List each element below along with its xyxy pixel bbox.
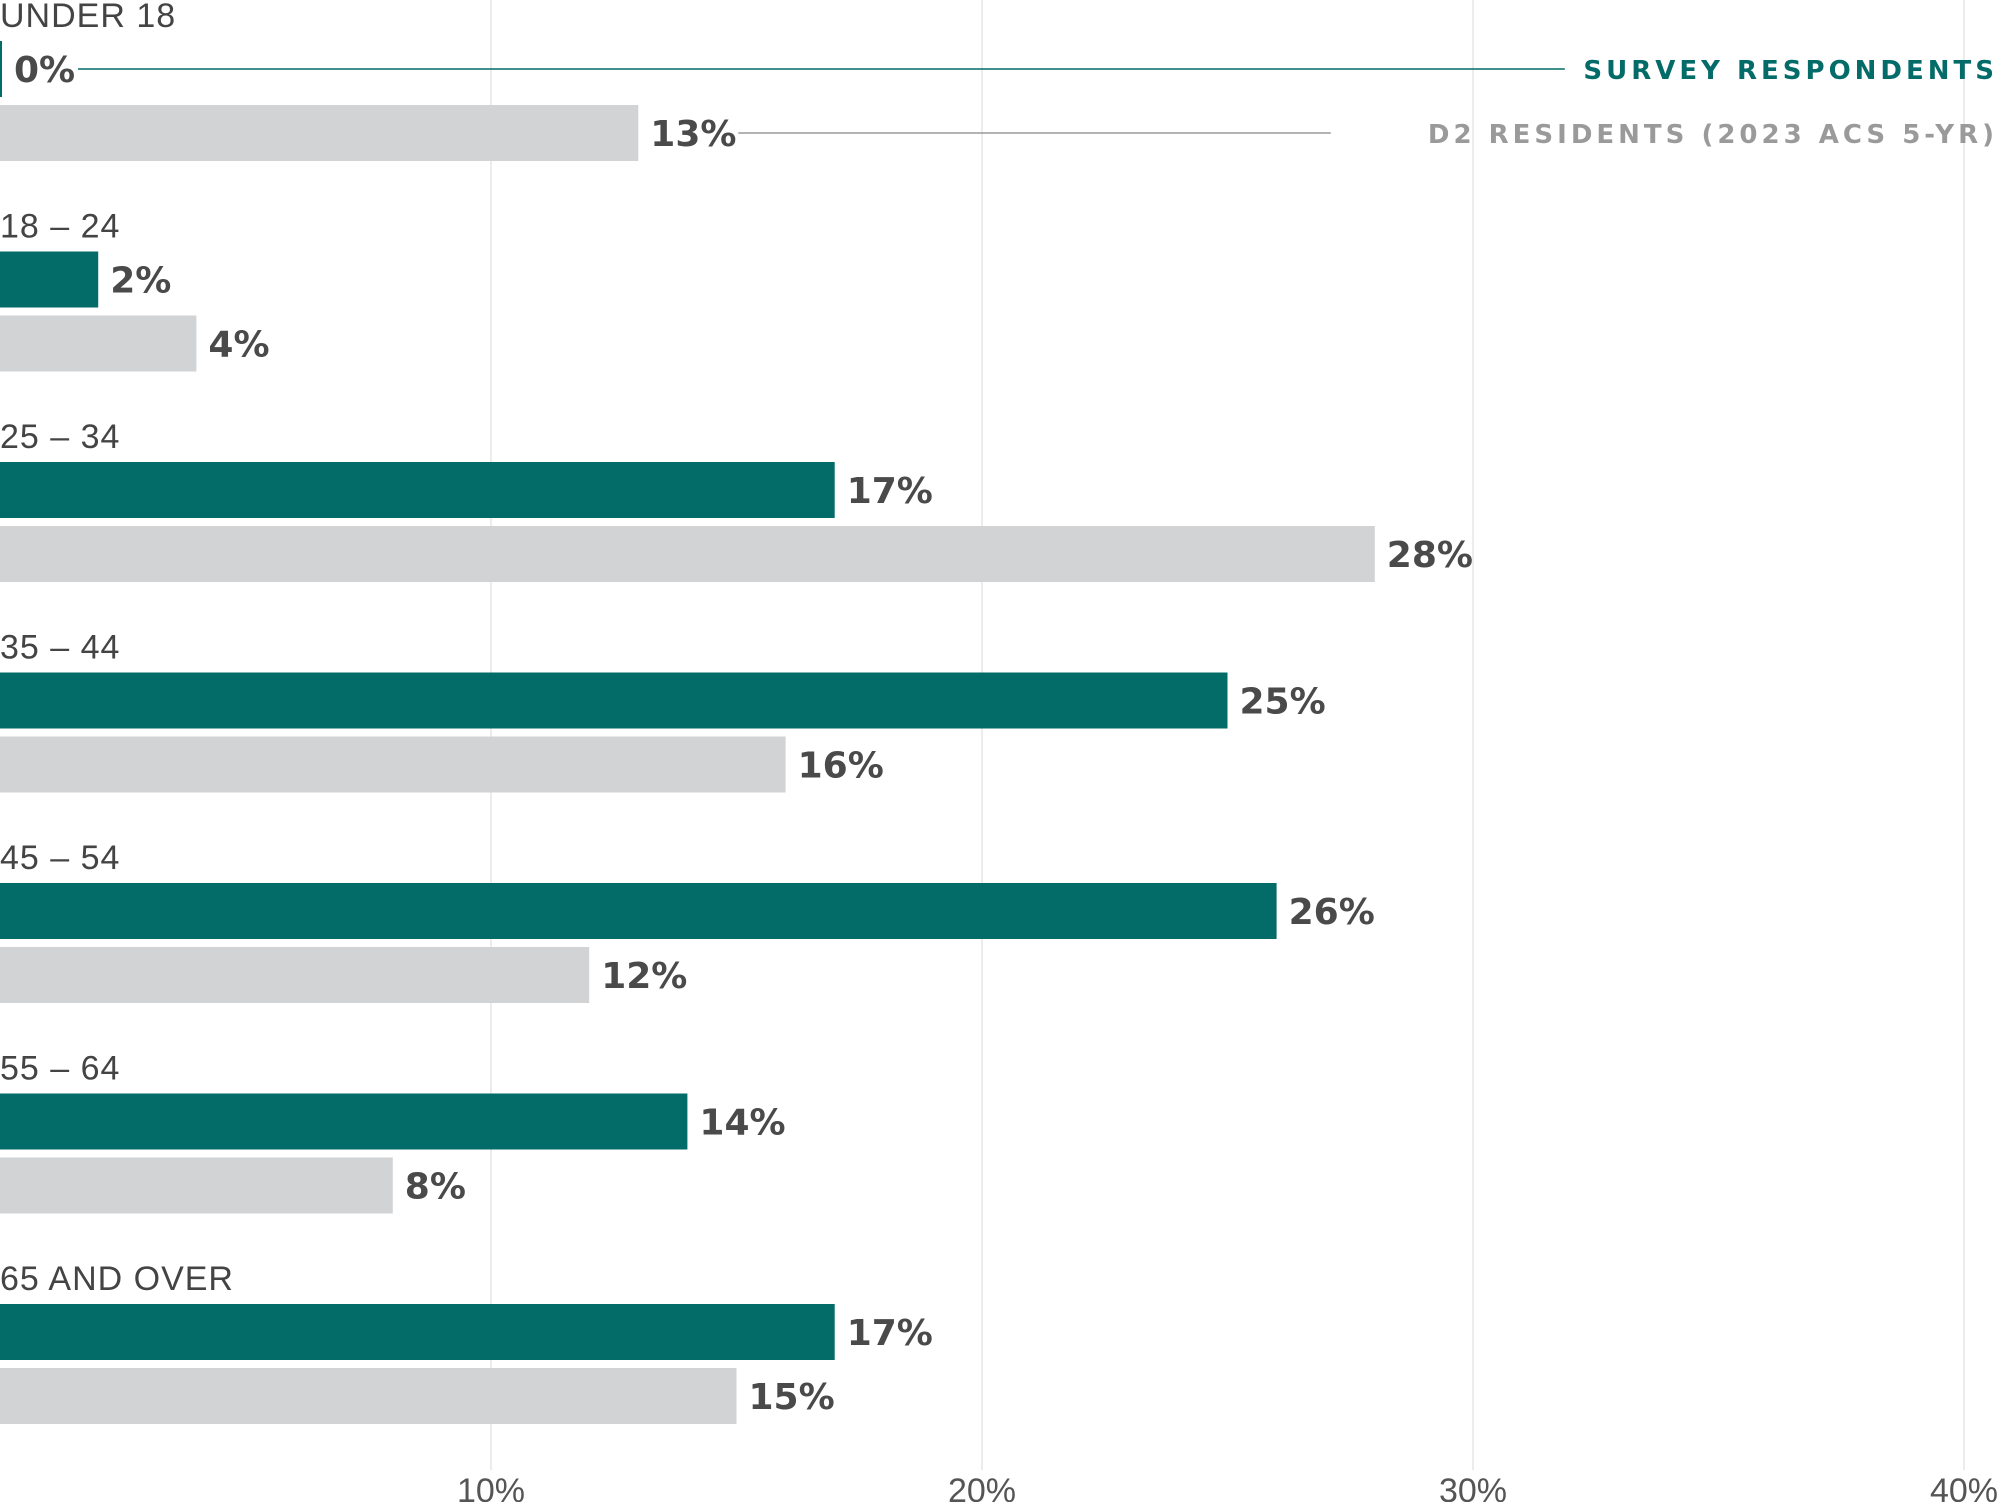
x-tick-label: 10% (457, 1472, 525, 1502)
value-label: 14% (699, 1103, 785, 1144)
x-tick-label: 20% (948, 1472, 1016, 1502)
value-label: 4% (208, 325, 269, 366)
survey-bar (0, 41, 2, 97)
value-label: 17% (847, 471, 933, 512)
survey-bar (0, 1093, 688, 1150)
value-label: 28% (1387, 535, 1473, 576)
value-label: 2% (110, 261, 171, 302)
category-label: 55 – 64 (0, 1050, 120, 1088)
value-label: 25% (1240, 682, 1326, 723)
residents-bar (0, 105, 639, 161)
survey-bar (0, 1304, 835, 1360)
value-label: 16% (798, 746, 884, 787)
residents-bar (0, 1368, 737, 1424)
residents-bar (0, 1157, 393, 1214)
value-label: 0% (14, 50, 75, 91)
category-label: 35 – 44 (0, 629, 120, 667)
residents-bar (0, 315, 197, 372)
x-tick-label: 30% (1439, 1472, 1507, 1502)
survey-bar (0, 251, 99, 308)
residents-bar (0, 736, 786, 793)
legend: SURVEY RESPONDENTS D2 RESIDENTS (2023 ACS… (78, 56, 1998, 150)
survey-bar (0, 672, 1228, 729)
x-axis: 10% 20% 30% 40% (457, 1472, 1998, 1502)
value-label: 13% (650, 114, 736, 155)
gridlines (490, 0, 1965, 1470)
legend-d2-residents: D2 RESIDENTS (2023 ACS 5-YR) (1428, 120, 1998, 150)
category-label: 65 AND OVER (0, 1260, 234, 1298)
category-label: 18 – 24 (0, 208, 120, 246)
legend-survey-respondents: SURVEY RESPONDENTS (1583, 56, 1998, 86)
value-label: 12% (601, 956, 687, 997)
category-label: 25 – 34 (0, 418, 120, 456)
value-label: 26% (1289, 892, 1375, 933)
value-label: 15% (749, 1377, 835, 1418)
value-label: 17% (847, 1313, 933, 1354)
category-label: 45 – 54 (0, 839, 120, 877)
survey-bar (0, 462, 835, 518)
survey-bar (0, 883, 1277, 939)
x-tick-label: 40% (1930, 1472, 1998, 1502)
residents-bar (0, 526, 1375, 582)
category-label: UNDER 18 (0, 0, 176, 35)
value-label: 8% (405, 1167, 466, 1208)
residents-bar (0, 947, 590, 1003)
labels: UNDER 18 0% 13% 18 – 24 2% 4% 25 – 34 17% 28% 35 … (0, 0, 1473, 1418)
bars (0, 41, 1375, 1424)
